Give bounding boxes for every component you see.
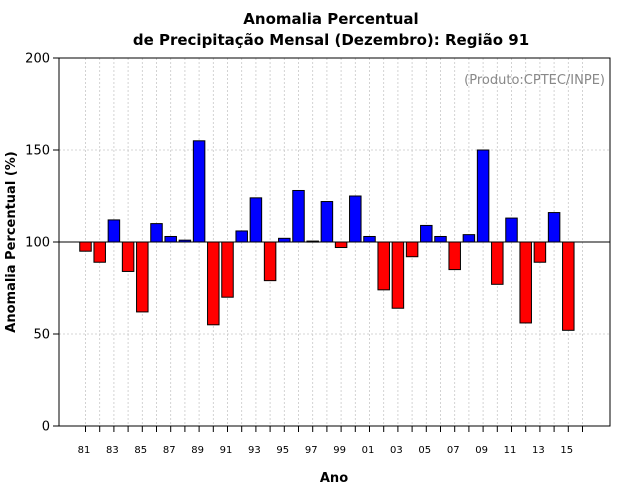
bar-96 (292, 189, 305, 243)
x-tick-label: 97 (305, 445, 318, 456)
x-tick-label: 13 (532, 445, 545, 456)
x-tick-label: 89 (191, 445, 204, 456)
bar-09 (476, 149, 490, 243)
bar-01 (363, 235, 376, 243)
x-tick-label: 03 (390, 445, 403, 456)
bar-89 (192, 140, 206, 243)
y-tick-label: 150 (25, 144, 50, 159)
x-tick-label: 07 (447, 445, 460, 456)
bar-15 (562, 241, 575, 331)
credit-label: (Produto:CPTEC/INPE) (464, 73, 605, 88)
y-tick-label: 0 (42, 420, 50, 435)
bar-98 (320, 201, 334, 243)
bar-07 (448, 241, 461, 271)
x-tick-label: 83 (106, 445, 119, 456)
bar-90 (207, 241, 220, 326)
y-tick-label: 200 (25, 52, 50, 67)
bar-94 (263, 241, 277, 282)
x-tick-label: 09 (475, 445, 488, 456)
bar-00 (349, 195, 362, 243)
chart-title-line1: Anomalia Percentual (243, 10, 418, 28)
y-axis: 0 50 100 150 200 (25, 52, 59, 435)
x-tick-label: 99 (333, 445, 346, 456)
bar-04 (405, 241, 419, 258)
bar-91 (221, 241, 234, 298)
bar-83 (107, 219, 121, 243)
bar-86 (150, 223, 163, 243)
bar-12 (519, 241, 532, 324)
bar-10 (491, 241, 504, 285)
bar-81 (79, 241, 92, 252)
x-tick-label: 81 (78, 445, 91, 456)
bar-11 (505, 217, 518, 243)
bar-93 (249, 197, 263, 243)
bar-84 (121, 241, 135, 272)
bar-08 (462, 234, 476, 243)
x-axis: 81 83 85 87 89 91 93 95 97 99 01 03 05 07 09 11 13 15 (78, 426, 583, 456)
x-tick-label: 95 (276, 445, 289, 456)
x-tick-label: 15 (560, 445, 573, 456)
y-tick-label: 100 (25, 236, 50, 251)
y-tick-label: 50 (33, 328, 50, 343)
bar-03 (391, 241, 405, 309)
y-axis-label: Anomalia Percentual (%) (4, 151, 19, 332)
bar-99 (334, 241, 348, 249)
bar-02 (377, 241, 390, 291)
bar-85 (136, 241, 149, 313)
bars-layer (79, 140, 575, 331)
bar-95 (278, 237, 291, 243)
x-axis-label: Ano (320, 471, 348, 486)
chart-title-line2: de Precipitação Mensal (Dezembro): Regiã… (133, 31, 529, 49)
bar-06 (434, 235, 447, 243)
x-tick-label: 93 (248, 445, 261, 456)
bar-82 (93, 241, 106, 263)
bar-13 (533, 241, 547, 263)
x-tick-label: 05 (418, 445, 431, 456)
bar-14 (547, 212, 561, 243)
bar-87 (164, 235, 177, 243)
bar-05 (420, 224, 433, 243)
x-tick-label: 91 (220, 445, 233, 456)
bar-92 (235, 230, 248, 243)
x-tick-label: 85 (134, 445, 147, 456)
x-tick-label: 01 (362, 445, 375, 456)
x-tick-label: 11 (504, 445, 517, 456)
x-tick-label: 87 (163, 445, 176, 456)
